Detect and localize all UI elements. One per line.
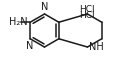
Text: N: N: [41, 2, 48, 12]
Text: N: N: [27, 41, 34, 51]
Text: NH: NH: [89, 42, 104, 52]
Text: HCl: HCl: [79, 5, 95, 14]
Text: HCl: HCl: [79, 11, 95, 20]
Text: H₂N: H₂N: [9, 17, 27, 27]
